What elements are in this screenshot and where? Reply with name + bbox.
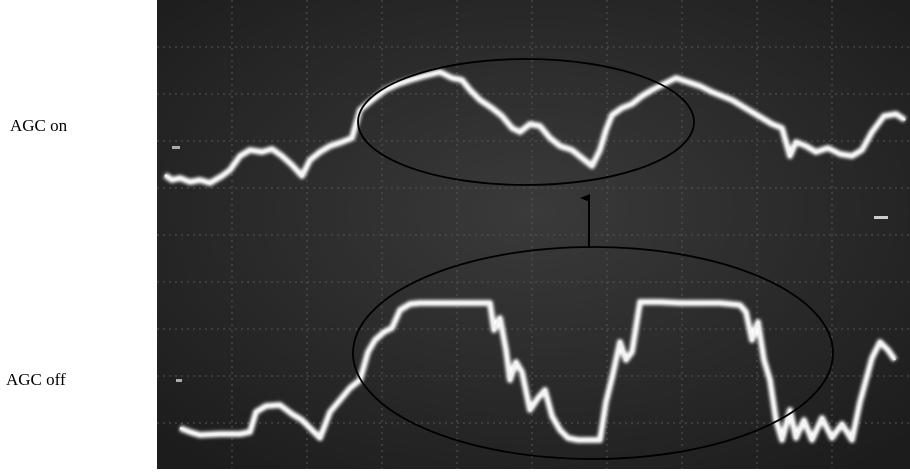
label-agc-off: AGC off: [6, 370, 66, 389]
highlight-ellipse-top: [357, 58, 695, 186]
trace-agc-on: [163, 69, 907, 186]
highlight-ellipse-bottom: [352, 246, 834, 460]
scope-screen: [157, 0, 910, 469]
trace-agc-off: [178, 299, 898, 443]
label-agc-on: AGC on: [10, 116, 68, 135]
